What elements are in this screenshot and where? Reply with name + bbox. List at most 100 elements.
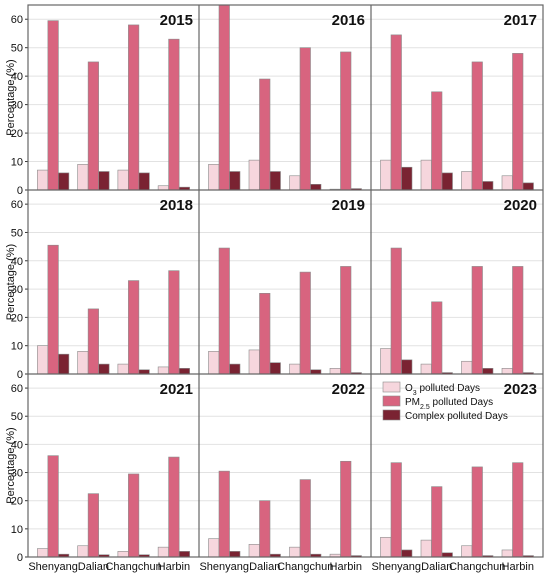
legend-label-o3: O3 polluted Days xyxy=(405,383,480,397)
bar-o3-shenyang-2018 xyxy=(37,345,49,375)
y-tick-label: 10 xyxy=(11,524,23,536)
y-tick-label: 0 xyxy=(17,369,23,381)
panel-2018: 2018 xyxy=(28,197,199,375)
bar-pm25-changchun-2022 xyxy=(299,479,311,558)
x-tick-label: Changchun xyxy=(105,561,161,573)
panel-year-label: 2017 xyxy=(504,12,537,29)
x-tick-label: Shenyang xyxy=(371,561,421,573)
y-tick-label: 0 xyxy=(17,552,23,564)
y-tick-label: 50 xyxy=(11,411,23,423)
bar-complex-dalian-2015 xyxy=(98,171,110,191)
x-tick-label: Dalian xyxy=(249,561,280,573)
bar-o3-shenyang-2015 xyxy=(37,169,49,191)
bar-o3-harbin-2015 xyxy=(157,185,169,191)
y-tick-label: 0 xyxy=(17,185,23,197)
legend-swatch-o3 xyxy=(382,381,401,393)
bar-pm25-harbin-2022 xyxy=(340,460,352,558)
panel-2021: 2021 xyxy=(28,381,199,558)
bar-o3-changchun-2020 xyxy=(461,360,473,375)
bar-complex-changchun-2015 xyxy=(138,172,150,191)
bar-complex-dalian-2018 xyxy=(98,363,110,375)
bar-o3-changchun-2016 xyxy=(289,175,301,191)
bar-complex-shenyang-2023 xyxy=(401,549,413,558)
bar-pm25-shenyang-2015 xyxy=(47,20,59,191)
bar-complex-changchun-2020 xyxy=(482,368,494,375)
bar-complex-shenyang-2018 xyxy=(58,353,70,375)
bar-complex-shenyang-2017 xyxy=(401,166,413,191)
bar-o3-dalian-2020 xyxy=(420,363,432,375)
bar-pm25-dalian-2019 xyxy=(259,293,271,375)
x-tick-label: Changchun xyxy=(449,561,505,573)
y-tick-label: 30 xyxy=(11,468,23,480)
legend-label-complex: Complex polluted Days xyxy=(405,411,508,422)
bar-o3-dalian-2017 xyxy=(420,159,432,191)
bar-complex-changchun-2017 xyxy=(482,181,494,191)
bar-pm25-changchun-2021 xyxy=(128,473,140,558)
y-tick-label: 40 xyxy=(11,256,23,268)
bar-complex-changchun-2018 xyxy=(138,369,150,375)
bar-pm25-dalian-2021 xyxy=(87,493,99,558)
bar-pm25-shenyang-2016 xyxy=(218,4,230,191)
bar-pm25-harbin-2020 xyxy=(512,266,524,375)
bar-o3-shenyang-2020 xyxy=(380,348,392,375)
x-tick-label: Dalian xyxy=(421,561,452,573)
panel-year-label: 2023 xyxy=(504,381,537,398)
x-tick-label: Shenyang xyxy=(199,561,249,573)
bar-pm25-shenyang-2019 xyxy=(218,247,230,375)
y-tick-label: 30 xyxy=(11,100,23,112)
bar-complex-dalian-2016 xyxy=(269,171,281,191)
bar-pm25-changchun-2023 xyxy=(471,466,483,558)
panel-2015: 2015 xyxy=(28,12,199,191)
bar-o3-shenyang-2016 xyxy=(208,164,220,191)
bar-o3-harbin-2017 xyxy=(501,175,513,191)
y-tick-label: 20 xyxy=(11,312,23,324)
bar-pm25-harbin-2018 xyxy=(168,270,180,375)
bar-pm25-shenyang-2017 xyxy=(390,34,402,191)
bar-pm25-changchun-2020 xyxy=(471,266,483,375)
bar-pm25-harbin-2019 xyxy=(340,266,352,375)
bar-pm25-changchun-2016 xyxy=(299,47,311,191)
bar-o3-changchun-2017 xyxy=(461,171,473,191)
bar-pm25-changchun-2019 xyxy=(299,271,311,375)
panel-2016: 2016 xyxy=(199,4,371,191)
legend-swatch-complex xyxy=(382,409,401,421)
y-tick-label: 60 xyxy=(11,14,23,26)
y-tick-label: 20 xyxy=(11,128,23,140)
y-tick-label: 60 xyxy=(11,383,23,395)
bar-o3-dalian-2022 xyxy=(248,544,260,558)
bar-pm25-harbin-2023 xyxy=(512,462,524,558)
bar-complex-dalian-2019 xyxy=(269,362,281,375)
bar-o3-changchun-2018 xyxy=(117,363,129,375)
y-tick-label: 40 xyxy=(11,439,23,451)
panel-2022: 2022 xyxy=(199,381,371,558)
bar-o3-changchun-2019 xyxy=(289,363,301,375)
bar-pm25-changchun-2015 xyxy=(128,24,140,191)
x-tick-label: Dalian xyxy=(78,561,109,573)
bar-o3-dalian-2018 xyxy=(77,351,89,375)
y-tick-label: 10 xyxy=(11,157,23,169)
x-tick-label: Harbin xyxy=(330,561,362,573)
bar-pm25-shenyang-2023 xyxy=(390,462,402,558)
bar-pm25-dalian-2016 xyxy=(259,78,271,191)
bar-complex-dalian-2017 xyxy=(441,172,453,191)
bar-complex-shenyang-2016 xyxy=(229,171,241,191)
bar-pm25-harbin-2016 xyxy=(340,51,352,191)
bar-complex-shenyang-2019 xyxy=(229,363,241,375)
bar-o3-harbin-2019 xyxy=(329,368,341,375)
panel-2017: 2017 xyxy=(371,12,543,191)
bar-o3-dalian-2015 xyxy=(77,164,89,191)
bar-complex-dalian-2023 xyxy=(441,552,453,558)
bar-o3-harbin-2021 xyxy=(157,546,169,558)
bar-o3-dalian-2021 xyxy=(77,545,89,558)
bar-complex-changchun-2019 xyxy=(310,369,322,375)
bar-complex-changchun-2016 xyxy=(310,184,322,191)
y-tick-label: 30 xyxy=(11,284,23,296)
bar-o3-changchun-2022 xyxy=(289,546,301,558)
bar-pm25-changchun-2018 xyxy=(128,280,140,375)
y-tick-label: 60 xyxy=(11,199,23,211)
bar-pm25-dalian-2023 xyxy=(431,486,443,558)
y-tick-label: 50 xyxy=(11,227,23,239)
